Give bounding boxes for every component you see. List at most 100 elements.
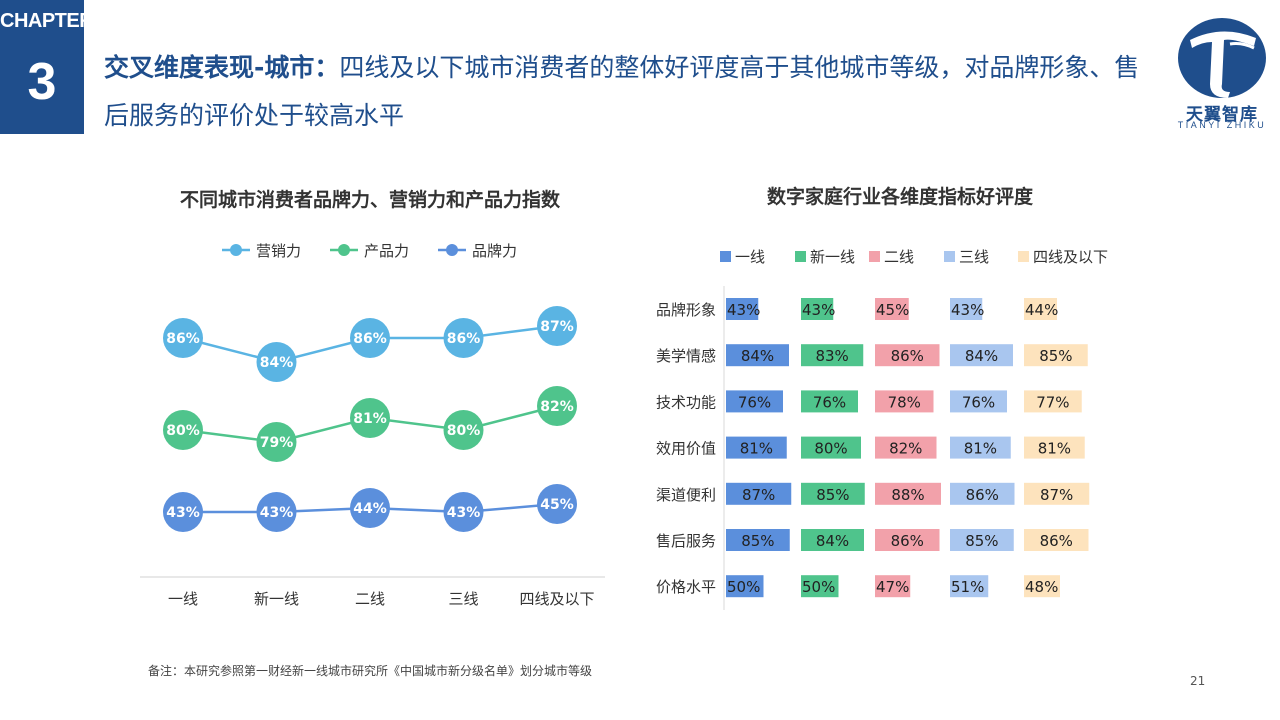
bar-chart-title: 数字家庭行业各维度指标好评度 <box>766 186 1033 208</box>
legend-item-三线: 三线 <box>944 248 989 266</box>
legend-marker <box>230 244 242 256</box>
legend-swatch <box>944 251 955 262</box>
bar-label: 81% <box>740 440 773 458</box>
bar <box>875 529 940 551</box>
bar-label: 86% <box>966 486 999 504</box>
bar <box>801 529 864 551</box>
legend-swatch <box>795 251 806 262</box>
bar-label: 76% <box>962 393 995 411</box>
legend-label: 营销力 <box>256 242 301 260</box>
bar <box>1024 575 1060 598</box>
bar <box>801 344 864 367</box>
bar-label: 43% <box>802 301 835 319</box>
chapter-label: CHAPTER <box>0 10 94 32</box>
data-point <box>163 410 203 450</box>
legend-marker <box>338 244 350 256</box>
bar <box>726 575 764 598</box>
bar-label: 87% <box>742 486 775 504</box>
bar <box>726 529 790 551</box>
bar <box>726 344 789 367</box>
bar-label: 76% <box>738 393 771 411</box>
x-tick-label: 一线 <box>168 590 198 608</box>
line-chart-title: 不同城市消费者品牌力、营销力和产品力指数 <box>179 189 560 211</box>
bar-label: 76% <box>813 393 846 411</box>
data-point <box>256 422 297 462</box>
bar-label: 84% <box>741 347 774 365</box>
bar <box>950 482 1015 505</box>
legend-item-四线及以下: 四线及以下 <box>1018 248 1108 266</box>
data-label: 80% <box>447 423 481 439</box>
data-label: 86% <box>166 331 200 347</box>
bar <box>875 482 941 505</box>
bar <box>875 436 937 459</box>
legend-label: 四线及以下 <box>1033 248 1108 266</box>
data-label: 81% <box>353 411 387 427</box>
headline-strong: 交叉维度表现-城市： <box>104 53 340 82</box>
bar-label: 80% <box>814 440 847 458</box>
data-point <box>163 318 203 358</box>
bar-label: 86% <box>891 532 924 550</box>
bar-label: 82% <box>889 440 922 458</box>
data-point <box>350 398 390 438</box>
bar <box>801 298 834 320</box>
legend-swatch <box>720 251 731 262</box>
data-point <box>537 484 577 524</box>
bar-label: 50% <box>727 578 760 596</box>
bar <box>950 436 1011 459</box>
bar-label: 81% <box>1038 440 1071 458</box>
data-label: 86% <box>447 331 481 347</box>
page-headline: 交叉维度表现-城市：四线及以下城市消费者的整体好评度高于其他城市等级，对品牌形象… <box>104 44 1144 140</box>
data-point <box>256 342 297 382</box>
bar-label: 81% <box>964 440 997 458</box>
bar <box>875 575 911 598</box>
category-label: 美学情感 <box>656 347 716 365</box>
bar <box>1024 344 1088 367</box>
page-number: 21 <box>1190 674 1206 688</box>
legend-item-品牌力: 品牌力 <box>438 242 517 260</box>
data-point <box>163 492 203 532</box>
x-tick-label: 三线 <box>448 590 478 608</box>
bar-label: 88% <box>891 486 924 504</box>
data-label: 44% <box>353 501 387 517</box>
chapter-number: 3 <box>27 53 57 111</box>
bar-label: 84% <box>816 532 849 550</box>
bar <box>801 575 839 598</box>
x-tick-label: 二线 <box>355 590 385 608</box>
chapter-badge: CHAPTER 3 <box>0 0 94 134</box>
bar-label: 48% <box>1025 578 1058 596</box>
bar-label: 43% <box>727 301 760 319</box>
logo-name: 天翼智库 <box>1186 105 1258 125</box>
data-label: 79% <box>260 435 294 451</box>
data-point <box>350 488 390 528</box>
bar <box>726 436 787 459</box>
bar-label: 85% <box>1039 347 1072 365</box>
data-label: 80% <box>166 423 200 439</box>
data-label: 82% <box>540 399 574 415</box>
bar-label: 77% <box>1036 393 1069 411</box>
data-point <box>350 318 390 358</box>
series-营销力: 86% 84% 86% 86% 87% <box>163 306 577 382</box>
legend-item-新一线: 新一线 <box>795 248 855 266</box>
bar <box>950 390 1007 413</box>
bar-label: 86% <box>891 347 924 365</box>
headline-rest: 四线及以下城市消费者的整体好评度高于其他城市等级，对品牌形象、售后服务的评价处于… <box>104 53 1140 130</box>
legend-label: 一线 <box>735 248 765 266</box>
bar <box>801 482 865 505</box>
data-label: 86% <box>353 331 387 347</box>
legend-item-产品力: 产品力 <box>330 242 409 260</box>
bar-label: 85% <box>965 532 998 550</box>
bar <box>950 298 983 320</box>
category-label: 技术功能 <box>656 393 716 411</box>
bar <box>1024 482 1090 505</box>
data-point <box>443 492 484 532</box>
bar <box>801 390 858 413</box>
legend-marker <box>446 244 458 256</box>
bar-label: 51% <box>951 578 984 596</box>
data-point <box>443 318 484 358</box>
legend-item-一线: 一线 <box>720 248 765 266</box>
bar-label: 43% <box>951 301 984 319</box>
x-tick-label: 四线及以下 <box>519 590 594 608</box>
bar-label: 47% <box>876 578 909 596</box>
